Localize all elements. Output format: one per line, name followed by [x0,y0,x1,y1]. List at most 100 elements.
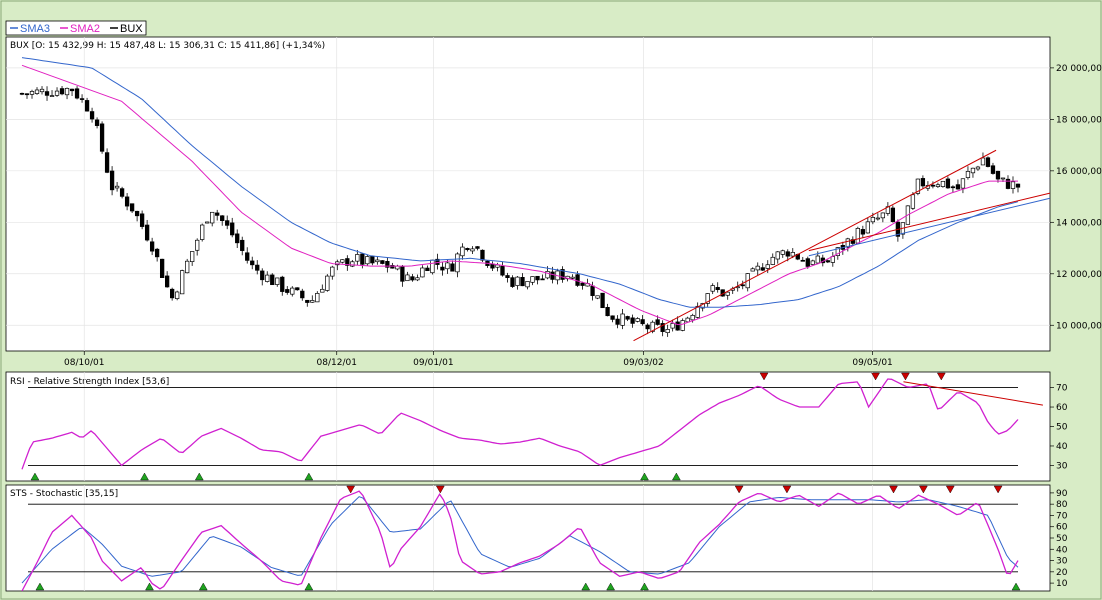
candle-body [630,317,635,324]
rsi-buy-marker [140,472,149,481]
candle-body [475,246,480,249]
candle-body [265,274,270,282]
sts-signal-markers [35,485,1021,591]
price-y-tick-label: 10 000,00 [1056,321,1102,331]
candle-body [295,287,300,291]
candle-body [24,93,30,96]
candle-body [119,188,125,197]
price-x-tick-label: 09/05/01 [852,358,892,368]
candle-body [550,271,555,280]
indicator-y-tick-label: 70 [1056,384,1068,394]
candle-body [129,203,135,212]
candle-body [480,249,485,261]
rsi-y-axis: 70 60 50 40 30 [1050,384,1068,471]
candle-body [99,123,105,152]
candle-body [805,258,810,267]
candle-body [955,184,961,190]
candle-body [590,285,595,296]
candle-body [650,321,655,332]
candle-body [875,217,881,220]
candle-body [340,259,345,263]
candle-body [415,277,420,281]
candle-body [610,315,615,320]
rsi-plot-area [5,371,1051,482]
candle-body [180,270,185,295]
candle-body [175,291,180,299]
candle-body [34,89,40,94]
candle-body [385,261,390,268]
candle-body [310,300,315,303]
candle-body [740,284,745,287]
candle-body [990,165,996,174]
candle-body [755,265,760,271]
candle-body [400,266,405,282]
sts-plot-area [5,484,1051,592]
candle-body [930,184,936,187]
candle-body [270,274,275,286]
candle-body [255,264,260,271]
candle-body [790,252,795,257]
indicator-y-tick-label: 50 [1056,534,1068,544]
candle-body [74,88,80,99]
candle-body [159,258,165,278]
candle-body [139,213,145,227]
candle-body [750,268,755,272]
candle-body [510,277,515,287]
price-x-tick-label: 08/12/01 [317,358,357,368]
candle-body [500,265,505,276]
candle-body [605,307,610,317]
candle-body [980,157,986,166]
candle-body [49,95,55,97]
candle-body [440,266,445,271]
rsi-trendline [903,381,1043,406]
sts-sell-marker [889,485,898,494]
candle-body [94,119,100,126]
candle-body [114,185,120,189]
candle-body [765,264,770,269]
candle-body [680,320,685,331]
candle-body [154,248,160,258]
candle-body [860,229,865,235]
price-trendline [808,197,1051,257]
candle-body [780,250,785,255]
candle-body [290,287,295,295]
candle-body [815,255,820,264]
candle-body [330,266,335,277]
candle-body [870,217,876,223]
price-gridlines [6,37,1050,351]
candle-body [835,247,840,256]
sts-sell-marker [993,485,1003,494]
candle-body [490,263,495,269]
price-y-tick-label: 16 000,00 [1056,167,1102,177]
candle-body [300,290,305,299]
candle-body [390,265,395,269]
candle-body [285,289,290,293]
sts-sell-marker [919,485,928,494]
candle-body [375,259,380,263]
candle-body [365,256,370,265]
candle-body [205,221,210,224]
candle-body [210,211,215,224]
rsi-buy-marker [640,472,649,481]
price-trendline [808,192,1051,252]
candle-body [460,246,465,257]
candle-body [164,275,170,288]
candle-body [525,281,530,288]
price-info-text: BUX [O: 15 432,99 H: 15 487,48 L: 15 306… [10,41,325,51]
price-x-axis: 08/10/01 08/12/01 09/01/01 09/03/02 09/05/01 [64,351,893,368]
candle-body [315,293,320,303]
candle-body [505,275,510,279]
candle-body [890,207,896,222]
rsi-sell-marker [901,372,910,381]
rsi-line [21,378,1019,470]
candle-body [810,260,815,265]
candle-body [170,288,175,299]
candle-body [775,251,780,260]
price-trendlines [633,149,1051,342]
candle-body [380,260,385,264]
candle-body [965,171,971,178]
candle-body [124,196,130,207]
candle-body [235,233,240,244]
price-trendline [633,149,997,342]
sts-sell-marker [945,485,955,494]
